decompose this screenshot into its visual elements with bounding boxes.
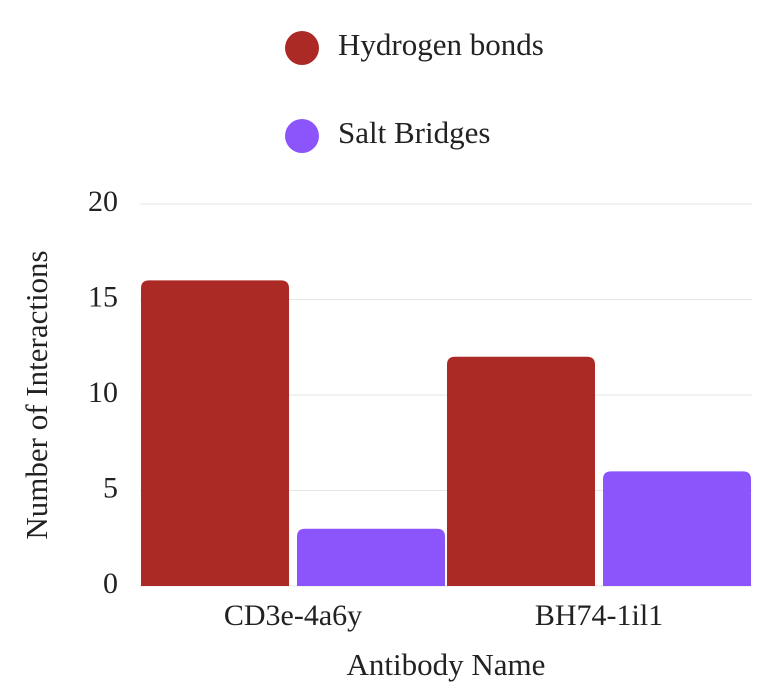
legend-label: Hydrogen bonds (338, 27, 544, 62)
y-tick-label: 20 (88, 185, 118, 218)
x-axis-title: Antibody Name (347, 647, 546, 682)
bar (603, 471, 751, 586)
y-axis-title: Number of Interactions (19, 250, 54, 539)
bar (447, 356, 595, 586)
bar (297, 528, 445, 586)
x-tick-label: BH74-1il1 (535, 599, 663, 632)
legend-marker (285, 31, 319, 65)
y-tick-label: 15 (88, 280, 118, 313)
legend-marker (285, 119, 319, 153)
bar (141, 280, 289, 586)
y-tick-label: 10 (88, 376, 118, 409)
y-tick-label: 5 (103, 471, 118, 504)
legend-label: Salt Bridges (338, 115, 490, 150)
y-tick-label: 0 (103, 567, 118, 600)
x-tick-label: CD3e-4a6y (224, 599, 362, 632)
